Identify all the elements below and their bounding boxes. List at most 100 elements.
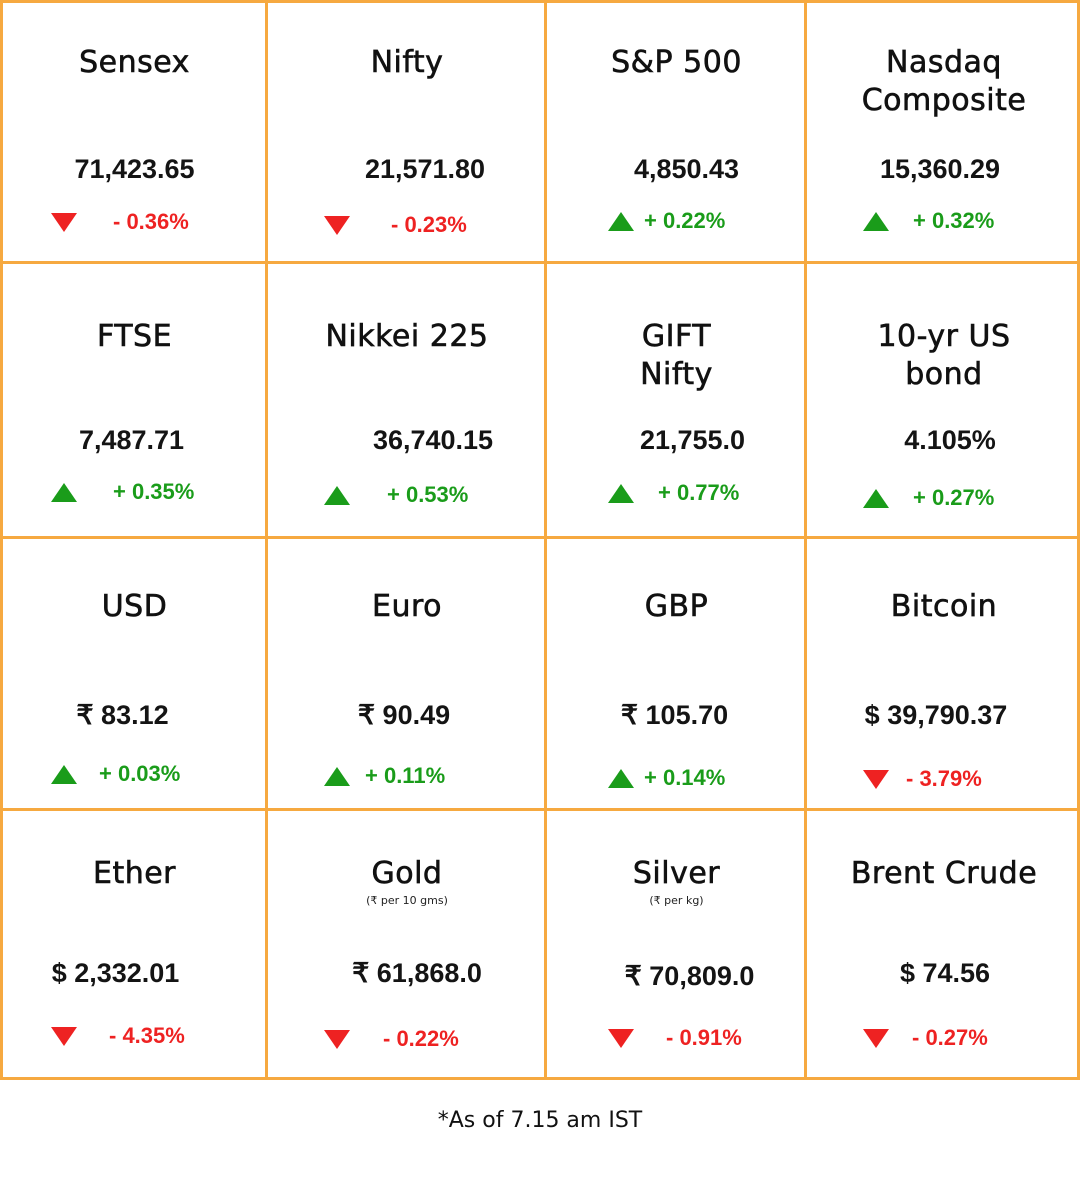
arrow-up-icon	[608, 768, 634, 788]
market-name-text: Silver	[632, 856, 721, 892]
market-value: 4,850.43	[633, 154, 740, 184]
market-cell-gbp: GBP ₹ 105.70 + 0.14%	[548, 0, 805, 1080]
market-cell-nasdaq: Nasdaq Composite 15,360.29 + 0.32%	[808, 0, 1080, 1080]
grid-line-vertical	[804, 0, 807, 1080]
market-name-text: Ether	[92, 856, 177, 892]
market-name: USD	[35, 588, 235, 626]
market-name-text: 10-yr US bond	[877, 319, 1011, 393]
arrow-down-icon	[863, 769, 889, 789]
market-cell-usd: USD ₹ 83.12 + 0.03%	[3, 0, 266, 1080]
market-name: Gold (₹ per 10 gms)	[307, 855, 507, 907]
market-name: FTSE	[35, 318, 235, 356]
market-change: + 0.03%	[3, 760, 266, 790]
market-name-text: FTSE	[96, 319, 173, 355]
market-change-percent: + 0.77%	[658, 480, 740, 505]
market-value: 4.105%	[904, 425, 996, 455]
market-name-text: Nikkei 225	[325, 319, 489, 355]
arrow-up-icon	[608, 483, 634, 503]
market-change-percent: + 0.35%	[113, 479, 195, 504]
market-change: + 0.32%	[808, 207, 1080, 237]
arrow-up-icon	[324, 766, 350, 786]
market-change-percent: + 0.03%	[99, 761, 181, 786]
market-change: + 0.53%	[269, 481, 545, 511]
grid-line-horizontal	[0, 536, 1080, 539]
market-cell-brent-crude: Brent Crude $ 74.56 - 0.27%	[808, 0, 1080, 1080]
arrow-up-icon	[863, 211, 889, 231]
market-change: - 0.22%	[269, 1025, 545, 1055]
market-name-text: Nasdaq Composite	[861, 45, 1027, 119]
market-change-percent: + 0.27%	[913, 485, 995, 510]
market-change-percent: - 0.22%	[383, 1026, 459, 1051]
market-change-percent: - 0.27%	[912, 1025, 988, 1050]
market-change: + 0.27%	[808, 484, 1080, 514]
market-name: Sensex	[35, 44, 235, 82]
market-name-text: GIFT Nifty	[640, 319, 713, 393]
arrow-down-icon	[51, 212, 77, 232]
market-unit-note: (₹ per kg)	[649, 894, 704, 907]
grid-line-horizontal	[0, 808, 1080, 811]
market-change: - 0.27%	[808, 1024, 1080, 1054]
market-change: + 0.35%	[3, 478, 266, 508]
arrow-up-icon	[51, 482, 77, 502]
market-cell-gift-nifty: GIFT Nifty 21,755.0 + 0.77%	[548, 0, 805, 1080]
grid-line-horizontal	[0, 261, 1080, 264]
market-value: ₹ 61,868.0	[352, 958, 482, 988]
market-name-text: Euro	[372, 589, 442, 625]
market-name-text: Brent Crude	[850, 856, 1038, 892]
market-value: $ 2,332.01	[51, 958, 180, 988]
market-cell-us-bond: 10-yr US bond 4.105% + 0.27%	[808, 0, 1080, 1080]
market-name: GIFT Nifty	[617, 318, 737, 394]
market-value: $ 74.56	[899, 958, 991, 988]
market-name: Nifty	[307, 44, 507, 82]
market-value: 21,571.80	[364, 154, 486, 184]
market-name-text: Sensex	[79, 45, 190, 81]
market-name: Silver (₹ per kg)	[577, 855, 777, 907]
market-cell-euro: Euro ₹ 90.49 + 0.11%	[269, 0, 545, 1080]
market-change: + 0.22%	[548, 207, 805, 237]
arrow-down-icon	[608, 1028, 634, 1048]
market-change: - 0.23%	[269, 211, 545, 241]
market-change-percent: - 4.35%	[109, 1023, 185, 1048]
market-value: 7,487.71	[78, 425, 185, 455]
grid-line-vertical	[1077, 0, 1080, 1080]
market-name: Euro	[307, 588, 507, 626]
market-change-percent: + 0.53%	[387, 482, 469, 507]
arrow-up-icon	[863, 488, 889, 508]
market-change-percent: - 3.79%	[906, 766, 982, 791]
market-name: Brent Crude	[844, 855, 1044, 893]
market-value: 71,423.65	[74, 154, 195, 184]
market-name: Ether	[35, 855, 235, 893]
market-cell-nifty: Nifty 21,571.80 - 0.23%	[269, 0, 545, 1080]
market-change-percent: + 0.22%	[644, 208, 726, 233]
grid-line-horizontal	[0, 1077, 1080, 1080]
market-cell-ether: Ether $ 2,332.01 - 4.35%	[3, 0, 266, 1080]
grid-line-horizontal	[0, 0, 1080, 3]
market-change-percent: - 0.36%	[113, 209, 189, 234]
market-cell-nikkei: Nikkei 225 36,740.15 + 0.53%	[269, 0, 545, 1080]
market-change-percent: + 0.32%	[913, 208, 995, 233]
market-name-text: USD	[101, 589, 168, 625]
arrow-down-icon	[51, 1026, 77, 1046]
market-change-percent: - 0.91%	[666, 1025, 742, 1050]
arrow-down-icon	[863, 1028, 889, 1048]
market-change: - 4.35%	[3, 1022, 266, 1052]
grid-line-vertical	[265, 0, 268, 1080]
market-change: - 3.79%	[808, 765, 1080, 795]
market-name: S&P 500	[577, 44, 777, 82]
market-name-text: Nifty	[370, 45, 444, 81]
market-cell-gold: Gold (₹ per 10 gms) ₹ 61,868.0 - 0.22%	[269, 0, 545, 1080]
market-value: ₹ 70,809.0	[624, 961, 755, 991]
market-name-text: S&P 500	[611, 45, 742, 81]
arrow-up-icon	[51, 764, 77, 784]
market-change: + 0.14%	[548, 764, 805, 794]
market-change-percent: + 0.14%	[644, 765, 726, 790]
market-unit-note: (₹ per 10 gms)	[366, 894, 448, 907]
grid-line-vertical	[0, 0, 3, 1080]
market-cell-sensex: Sensex 71,423.65 - 0.36%	[3, 0, 266, 1080]
arrow-up-icon	[324, 485, 350, 505]
market-change-percent: - 0.23%	[391, 212, 467, 237]
market-cell-bitcoin: Bitcoin $ 39,790.37 - 3.79%	[808, 0, 1080, 1080]
market-name-text: Gold	[371, 856, 443, 892]
market-value: ₹ 90.49	[357, 700, 451, 730]
market-change: + 0.77%	[548, 479, 805, 509]
